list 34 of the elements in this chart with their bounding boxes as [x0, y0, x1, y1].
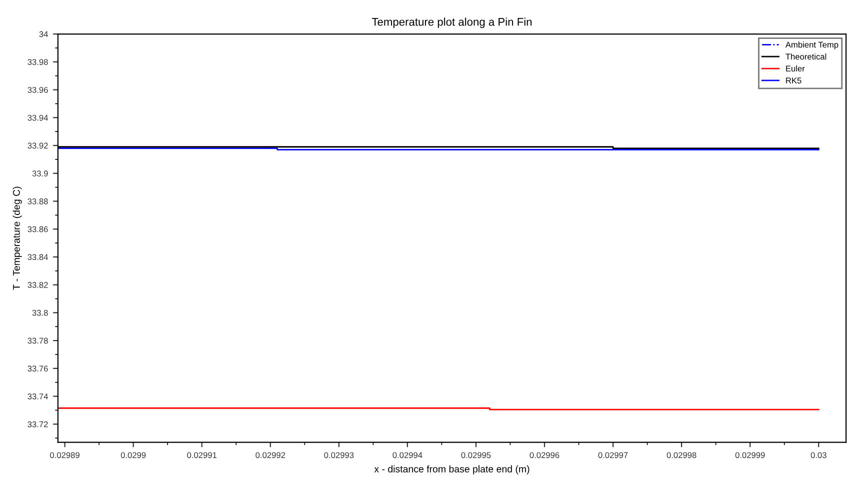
x-tick-label: 0.02992 — [256, 452, 286, 458]
y-tick-label: 33.74 — [28, 393, 48, 400]
y-tick-label: 33.92 — [28, 142, 48, 149]
legend-label: Ambient Temp — [785, 42, 838, 50]
y-tick-label: 33.76 — [28, 366, 48, 372]
y-tick-label: 33.98 — [28, 59, 48, 65]
x-tick-label: 0.02999 — [735, 452, 765, 458]
y-tick-label: 33.72 — [28, 421, 48, 428]
x-tick-label: 0.03 — [810, 452, 826, 458]
legend-label: RK5 — [786, 78, 802, 84]
y-tick-label: 33.8 — [32, 310, 48, 316]
x-tick-label: 0.02998 — [666, 452, 696, 458]
x-axis-title: x - distance from base plate end (m) — [374, 465, 530, 474]
x-tick-label: 0.02997 — [598, 452, 628, 458]
y-axis-title: T - Temperature (deg C) — [12, 186, 22, 290]
y-tick-label: 33.96 — [28, 86, 48, 93]
y-tick-label: 33.88 — [28, 198, 48, 204]
x-tick-label: 0.02995 — [461, 452, 491, 458]
y-tick-label: 33.82 — [28, 282, 48, 288]
x-tick-label: 0.02996 — [530, 452, 560, 458]
x-tick-label: 0.02991 — [187, 452, 217, 458]
y-tick-label: 33.9 — [32, 170, 48, 176]
y-tick-label: 33.78 — [28, 338, 48, 344]
x-tick-label: 0.02989 — [50, 452, 80, 458]
x-tick-label: 0.0299 — [120, 452, 146, 458]
x-tick-label: 0.02994 — [392, 452, 422, 458]
chart-title: Temperature plot along a Pin Fin — [372, 18, 532, 28]
y-tick-label: 33.86 — [28, 226, 48, 232]
legend-label: Theoretical — [786, 53, 826, 60]
y-tick-label: 34 — [39, 31, 48, 38]
x-tick-label: 0.02993 — [324, 452, 354, 458]
legend-label: Euler — [786, 65, 805, 72]
y-tick-label: 33.84 — [28, 254, 48, 260]
y-tick-label: 33.94 — [28, 114, 48, 121]
